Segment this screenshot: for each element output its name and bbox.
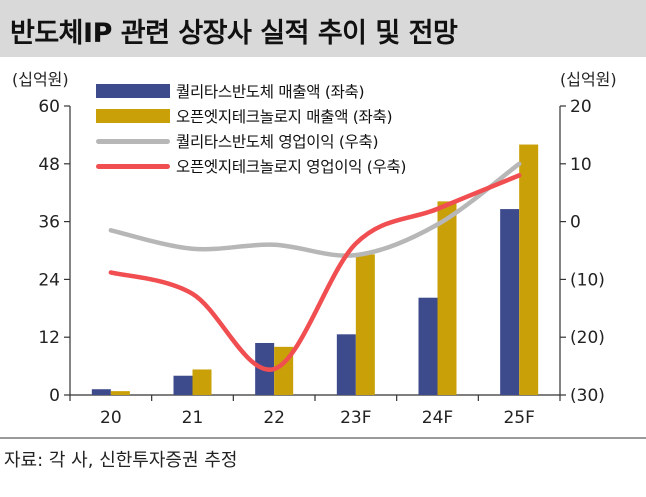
chart-canvas: 0 12 24 36 48 60 (30) (20) (10) 0 10 20 20 21 22 23F 24F… xyxy=(38,97,605,428)
left-tick-label: 36 xyxy=(38,213,60,233)
bar-series-0-20 xyxy=(91,389,111,395)
right-tick-label: 20 xyxy=(570,97,592,117)
bar-series-0-24F xyxy=(418,297,438,395)
x-tick-label: 25F xyxy=(503,408,534,428)
legend-label-series-1: 오픈엣지테크놀로지 매출액 (좌축) xyxy=(176,108,393,126)
right-tick-label: (20) xyxy=(570,328,605,348)
right-tick-label: (30) xyxy=(570,386,605,406)
legend-label-series-0: 퀄리타스반도체 매출액 (좌축) xyxy=(176,83,365,101)
bar-series-1-25F xyxy=(519,144,539,395)
bar-series-0-25F xyxy=(500,209,520,395)
right-tick-label: (10) xyxy=(570,270,605,290)
left-tick-label: 24 xyxy=(38,270,60,290)
left-axis-unit: (십억원) xyxy=(12,70,69,89)
bar-series-0-23F xyxy=(336,334,356,395)
x-tick-label: 24F xyxy=(422,408,453,428)
source-note: 자료: 각 사, 신한투자증권 추정 xyxy=(4,450,238,471)
left-tick-label: 48 xyxy=(38,155,60,175)
legend: 퀄리타스반도체 매출액 (좌축) 오픈엣지테크놀로지 매출액 (좌축) 퀄리타스… xyxy=(96,80,406,180)
x-tick-label: 22 xyxy=(263,408,285,428)
legend-item-series-1: 오픈엣지테크놀로지 매출액 (좌축) xyxy=(96,105,406,127)
left-tick-label: 60 xyxy=(38,97,60,117)
line-series-0 xyxy=(108,161,522,258)
legend-label-series-3: 오픈엣지테크놀로지 영업이익 (우축) xyxy=(176,158,407,176)
legend-swatch-series-1 xyxy=(96,109,170,123)
left-tick-label: 12 xyxy=(38,328,60,348)
right-tick-label: 0 xyxy=(570,213,581,233)
right-tick-label: 10 xyxy=(570,155,592,175)
legend-item-series-2: 퀄리타스반도체 영업이익 (우축) xyxy=(96,130,406,152)
bar-series-1-20 xyxy=(110,391,130,395)
legend-swatch-series-0 xyxy=(96,84,170,98)
x-tick-label: 23F xyxy=(340,408,371,428)
legend-swatch-series-3 xyxy=(96,163,170,169)
legend-item-series-3: 오픈엣지테크놀로지 영업이익 (우축) xyxy=(96,155,406,177)
bar-series-1-24F xyxy=(437,201,457,395)
bar-series-1-23F xyxy=(355,254,375,395)
chart-title: 반도체IP 관련 상장사 실적 추이 및 전망 xyxy=(10,18,458,49)
legend-swatch-series-2 xyxy=(96,138,170,144)
bar-series-0-21 xyxy=(173,375,193,395)
legend-item-series-0: 퀄리타스반도체 매출액 (좌축) xyxy=(96,80,406,102)
line-series-1 xyxy=(108,173,522,372)
x-tick-label: 21 xyxy=(182,408,204,428)
title-bar: 반도체IP 관련 상장사 실적 추이 및 전망 xyxy=(0,0,646,57)
legend-label-series-2: 퀄리타스반도체 영업이익 (우축) xyxy=(176,133,379,151)
x-tick-label: 20 xyxy=(100,408,122,428)
right-axis-unit: (십억원) xyxy=(560,70,617,89)
footer-divider xyxy=(0,437,646,439)
bar-series-1-21 xyxy=(192,369,212,395)
left-tick-label: 0 xyxy=(49,386,60,406)
